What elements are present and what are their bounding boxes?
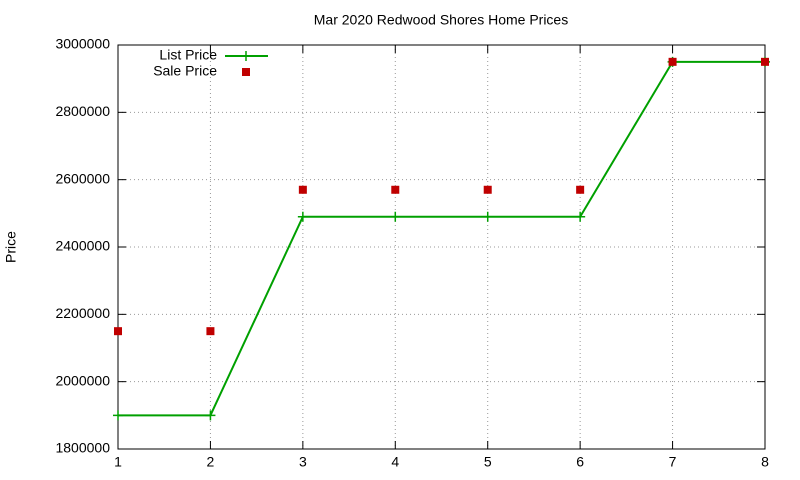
point: [761, 57, 769, 66]
x-tick-label: 1: [114, 454, 122, 470]
y-tick-label: 1800000: [55, 440, 110, 456]
point: [668, 57, 677, 66]
point: [297, 211, 308, 222]
series-line: [118, 60, 765, 417]
point: [206, 327, 215, 336]
point: [391, 185, 400, 194]
y-tick-label: 2600000: [55, 170, 110, 186]
y-tick-label: 3000000: [55, 36, 110, 52]
y-tick-label: 2000000: [55, 372, 110, 388]
point: [482, 211, 493, 222]
plot-frame: [117, 44, 766, 450]
y-axis-label: Price: [3, 231, 19, 263]
x-tick-label: 5: [484, 454, 492, 470]
point: [298, 185, 307, 194]
legend-label: Sale Price: [153, 63, 217, 79]
legend-marker: [241, 51, 251, 61]
y-tick-label: 2800000: [55, 103, 110, 119]
legend-label: List Price: [159, 47, 217, 63]
y-tick-label: 2400000: [55, 238, 110, 254]
point: [483, 185, 492, 194]
point: [113, 410, 123, 421]
x-tick-label: 6: [576, 454, 584, 470]
x-tick-label: 8: [761, 454, 769, 470]
point: [114, 327, 122, 336]
point: [205, 410, 216, 421]
legend-marker: [242, 68, 250, 76]
x-tick-label: 2: [207, 454, 215, 470]
x-tick-label: 3: [299, 454, 307, 470]
y-tick-label: 2200000: [55, 305, 110, 321]
point: [575, 211, 586, 222]
x-tick-label: 4: [391, 454, 399, 470]
x-tick-label: 7: [669, 454, 677, 470]
point: [390, 211, 401, 222]
chart-title: Mar 2020 Redwood Shores Home Prices: [314, 12, 568, 28]
point: [576, 185, 585, 194]
